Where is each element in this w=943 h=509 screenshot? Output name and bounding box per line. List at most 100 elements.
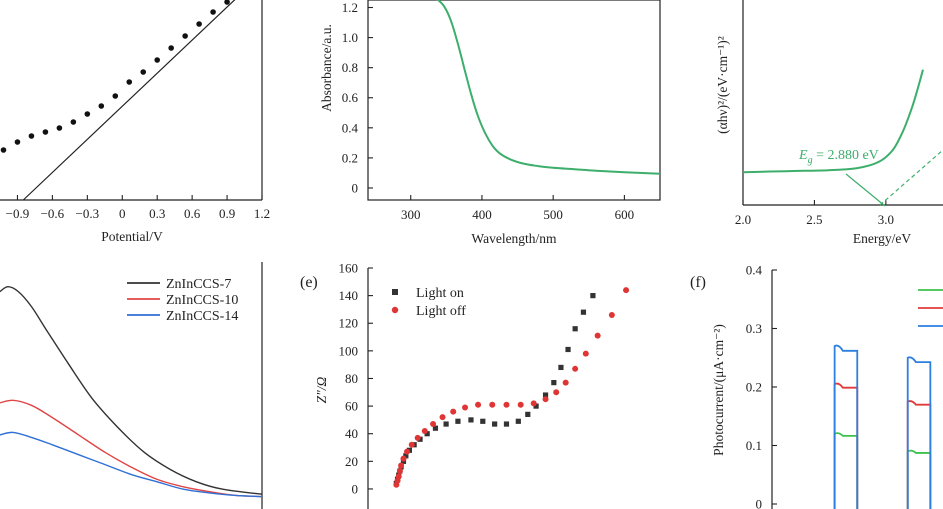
panel-b-absorbance-curve xyxy=(436,0,661,175)
panel-e-light-off-point xyxy=(475,401,482,408)
panel-e-light-off-point xyxy=(542,396,549,403)
panel-e-light-off-point xyxy=(572,365,579,372)
panel-e-ylabel: Z″/Ω xyxy=(314,376,329,403)
panel-e-letter: (e) xyxy=(300,274,318,291)
panel-b-ytick-label: 1.0 xyxy=(342,30,358,45)
panel-e-light-off-point xyxy=(562,379,569,386)
panel-f-series-trace xyxy=(833,432,932,509)
panel-e-light-off-point xyxy=(594,332,601,339)
panel-b-ytick-label: 0.6 xyxy=(342,90,359,105)
panel-f-ytick-label: 0 xyxy=(756,497,763,509)
panel-a-xtick-label: 0 xyxy=(119,206,126,221)
panel-f-letter: (f) xyxy=(690,274,706,291)
panel-f-photocurrent-plot: (f) 0 0.1 0.2 0.3 0.4 Photocurrent/(μA·cm⁻²) xyxy=(690,263,943,509)
panel-e-light-on-point xyxy=(424,431,430,437)
panel-f-series-trace xyxy=(833,382,932,509)
panel-e-light-on-point xyxy=(443,421,449,427)
panel-e-light-on-point xyxy=(533,403,539,409)
panel-e-light-on-point xyxy=(515,418,521,424)
panel-a-data-point xyxy=(112,93,119,99)
panel-b-ytick-label: 1.2 xyxy=(342,0,358,15)
panel-e-light-off-point xyxy=(623,287,630,294)
panel-e-ytick-label: 60 xyxy=(345,399,358,414)
panel-e-light-off-point xyxy=(400,455,407,462)
panel-e-light-on-point xyxy=(542,392,549,398)
panel-e-ytick-label: 100 xyxy=(339,343,359,358)
panel-f-ytick-label: 0.4 xyxy=(746,263,763,278)
panel-b-frame xyxy=(367,0,661,201)
panel-e-legend-marker xyxy=(392,289,398,295)
panel-a-xtick-label: −0.9 xyxy=(6,206,30,221)
panel-e-light-off-point xyxy=(396,468,403,474)
panel-a-data-point xyxy=(168,45,174,51)
panel-e-light-off-point xyxy=(439,414,446,421)
panel-d-legend-label: ZnInCCS-14 xyxy=(166,309,238,324)
panel-c-tauc-curve xyxy=(742,69,924,174)
panel-b-ytick-label: 0.4 xyxy=(342,120,359,135)
panel-e-light-off-point xyxy=(430,421,437,428)
panel-b-ytick-label: 0.8 xyxy=(342,60,358,75)
panel-d-legend-label: ZnInCCS-10 xyxy=(166,293,238,308)
panel-d-legend-label: ZnInCCS-7 xyxy=(166,277,231,292)
panel-f-ylabel: Photocurrent/(μA·cm⁻²) xyxy=(711,324,726,456)
panel-a-xlabel: Potential/V xyxy=(101,229,163,244)
panel-e-light-off-point xyxy=(553,389,560,396)
panel-a-xtick-label: 0.9 xyxy=(219,206,235,221)
panel-e-ytick-label: 0 xyxy=(352,481,359,496)
panel-a-data-point xyxy=(56,125,63,131)
panel-a-data-point xyxy=(196,21,202,27)
panel-e-light-on-point xyxy=(525,411,531,417)
panel-e-light-off-point xyxy=(582,350,589,357)
panel-d-series-line xyxy=(0,399,263,498)
panel-e-ytick-label: 160 xyxy=(339,261,359,276)
panel-a-xtick-label: 0.3 xyxy=(149,206,165,221)
panel-e-light-off-point xyxy=(414,434,421,441)
panel-e-light-on-point xyxy=(492,421,498,427)
panel-a-potential-plot: −0.9 −0.6 −0.3 0 0.3 0.6 0.9 1.2 Potential/V xyxy=(0,0,270,244)
panel-f-ytick-label: 0.2 xyxy=(746,380,762,395)
panel-e-legend-label: Light off xyxy=(416,304,466,319)
panel-a-data-point xyxy=(42,129,49,135)
panel-e-light-off-point xyxy=(462,404,469,411)
panel-e-light-off-point xyxy=(503,401,510,408)
panel-a-data-point xyxy=(70,119,77,125)
panel-e-legend-marker xyxy=(391,306,399,314)
panel-e-light-on-point xyxy=(558,364,564,371)
panel-b-xtick-label: 500 xyxy=(543,207,563,222)
panel-b-ytick-label: 0.2 xyxy=(342,150,358,165)
panel-e-light-off-point xyxy=(395,473,402,480)
panel-c-xtick-label: 2.0 xyxy=(735,212,751,227)
panel-d-series-line xyxy=(0,431,263,498)
panel-a-xtick-label: 1.2 xyxy=(254,206,270,221)
panel-e-light-off-point xyxy=(450,408,457,415)
panel-a-data-point xyxy=(14,139,21,145)
panel-e-light-on-point xyxy=(432,425,439,431)
panel-e-light-off-point xyxy=(398,462,405,469)
panel-a-data-point xyxy=(224,0,230,5)
panel-a-data-point xyxy=(182,33,188,39)
panel-e-ytick-label: 120 xyxy=(339,316,359,331)
panel-f-legend xyxy=(918,289,943,327)
panel-a-xtick-label: −0.3 xyxy=(76,206,100,221)
panel-f-ytick-label: 0.1 xyxy=(746,438,762,453)
panel-e-light-off-point xyxy=(517,401,524,408)
panel-b-ylabel: Absorbance/a.u. xyxy=(319,24,334,112)
panel-e-light-off-point xyxy=(408,441,415,448)
panel-a-data-point xyxy=(98,103,105,109)
panel-a-fit-line xyxy=(22,0,236,201)
panel-e-light-on-point xyxy=(455,418,461,424)
panel-c-tauc-plot: 2.0 2.5 3.0 Eg = 2.880 eV Energy/eV (αhν)²… xyxy=(715,0,943,246)
panel-a-data-point xyxy=(0,147,7,153)
panel-e-light-on-point xyxy=(565,346,571,353)
panel-f-series-trace xyxy=(833,344,932,509)
panel-c-ylabel: (αhν)²/(eV·cm⁻¹)² xyxy=(715,36,730,134)
panel-a-data-point xyxy=(126,79,133,85)
panel-b-xtick-label: 600 xyxy=(615,207,635,222)
panel-e-light-on-point xyxy=(468,417,474,423)
panel-b-xtick-label: 400 xyxy=(472,207,492,222)
panel-e-legend-label: Light on xyxy=(416,286,464,301)
